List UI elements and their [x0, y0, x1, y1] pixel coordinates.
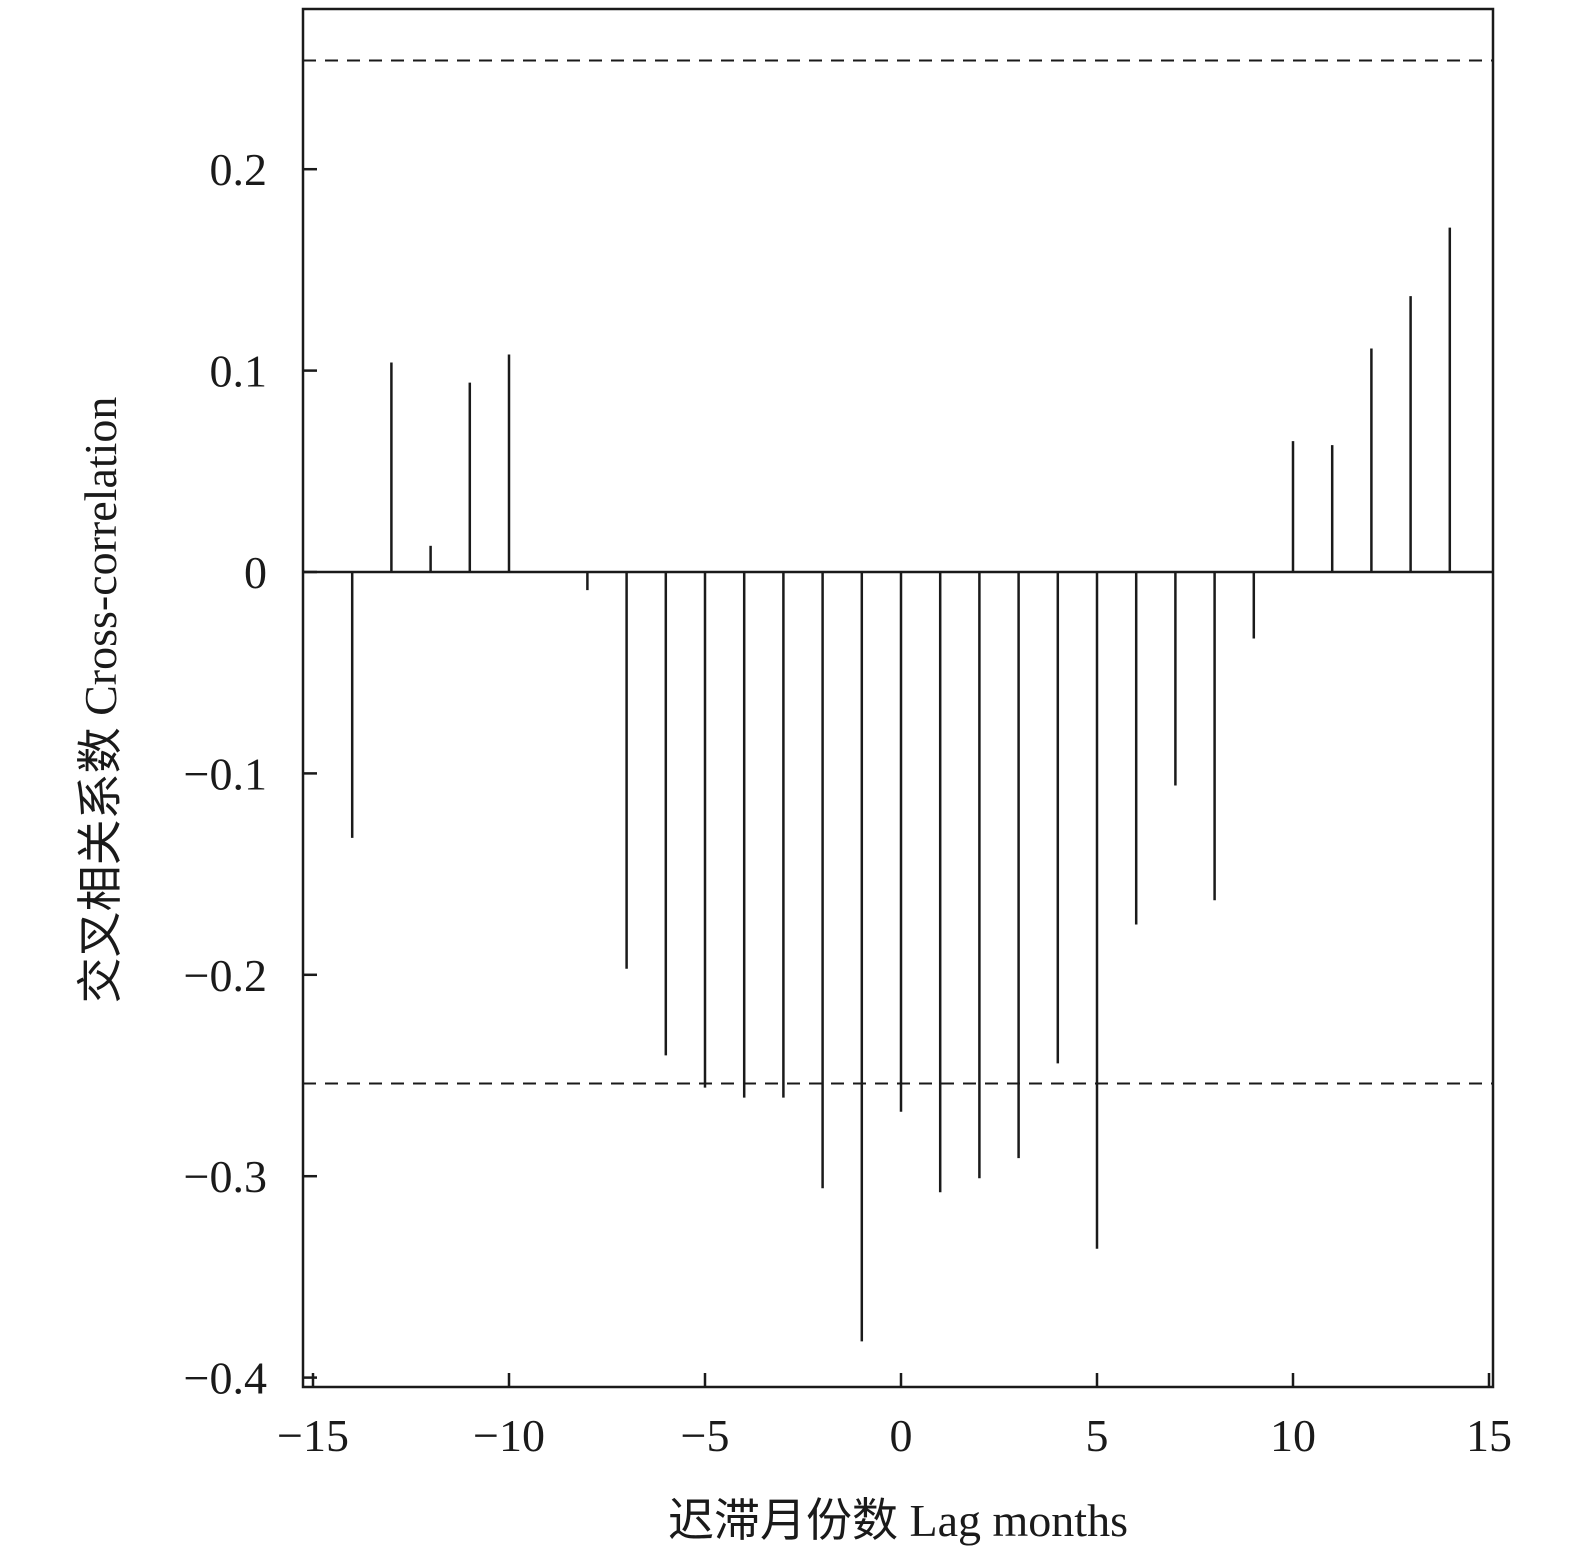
x-tick-label: 5	[1086, 1410, 1109, 1461]
y-axis: −0.4 −0.3 −0.2 −0.1 0 0.1 0.2	[184, 144, 317, 1404]
x-axis-title: 迟滞月份数 Lag months	[668, 1495, 1128, 1546]
x-axis: −15 −10 −5 0 5 10 15	[277, 1373, 1512, 1461]
y-tick-label: −0.1	[184, 748, 267, 799]
x-tick-label: 10	[1270, 1410, 1316, 1461]
plot-frame	[301, 7, 1495, 1389]
y-tick-label: 0	[244, 547, 267, 598]
y-tick-label: 0.1	[210, 346, 268, 397]
y-axis-title: 交叉相关系数 Cross-correlation	[75, 397, 126, 1004]
y-tick-label: 0.2	[210, 144, 268, 195]
y-tick-label: −0.4	[184, 1353, 267, 1404]
stems	[350, 227, 1452, 1342]
x-tick-label: −5	[681, 1410, 730, 1461]
y-tick-label: −0.3	[184, 1151, 267, 1202]
x-tick-label: −15	[277, 1410, 349, 1461]
y-tick-label: −0.2	[184, 950, 267, 1001]
x-tick-label: −10	[473, 1410, 545, 1461]
x-tick-label: 0	[890, 1410, 913, 1461]
confidence-bounds	[303, 59, 1493, 1085]
x-tick-label: 15	[1466, 1410, 1512, 1461]
